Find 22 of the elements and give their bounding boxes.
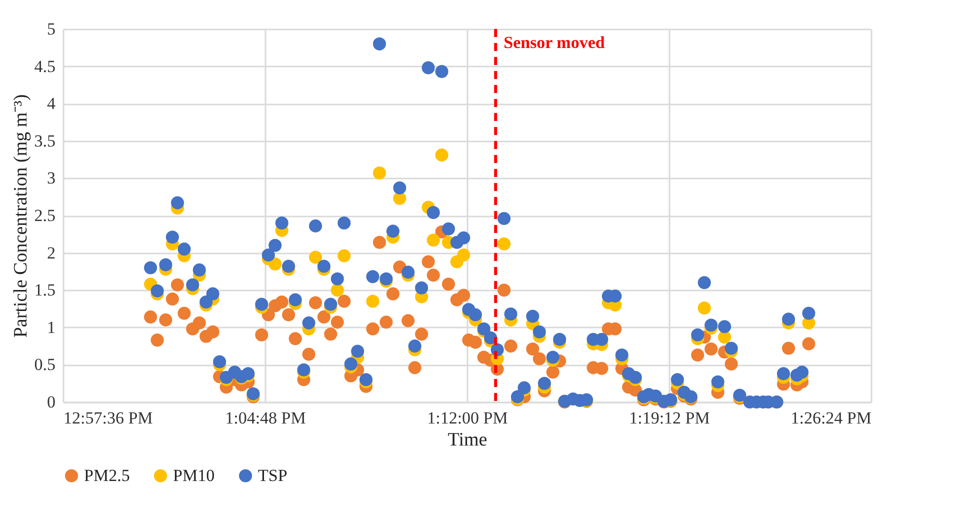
x-tick-label: 1:26:24 PM: [790, 408, 872, 428]
y-tick-label: 3: [47, 168, 56, 188]
x-tick-label: 12:57:36 PM: [64, 408, 153, 428]
y-tick-label: 4.5: [34, 56, 56, 76]
legend-label: TSP: [258, 466, 288, 485]
y-tick-label: 5: [47, 20, 56, 38]
y-tick-label: 0: [47, 392, 56, 412]
x-tick-label: 1:12:00 PM: [427, 408, 508, 428]
y-tick-label: 1.5: [34, 280, 56, 300]
ref-line-label: Sensor moved: [504, 33, 606, 52]
y-tick-label: 2: [47, 243, 56, 262]
y-tick-label: 4: [47, 94, 56, 114]
y-tick-label: 0.5: [34, 355, 56, 374]
x-tick-label: 1:04:48 PM: [225, 408, 306, 428]
legend-label: PM2.5: [84, 466, 130, 485]
legend-label: PM10: [173, 466, 215, 485]
y-axis-title: Particle Concentration (mg m⁻³): [10, 94, 32, 338]
y-tick-label: 2.5: [34, 206, 56, 225]
x-axis-title: Time: [448, 430, 488, 450]
y-tick-label: 1: [47, 318, 56, 337]
y-tick-label: 3.5: [34, 131, 56, 150]
x-tick-label: 1:19:12 PM: [629, 408, 710, 428]
